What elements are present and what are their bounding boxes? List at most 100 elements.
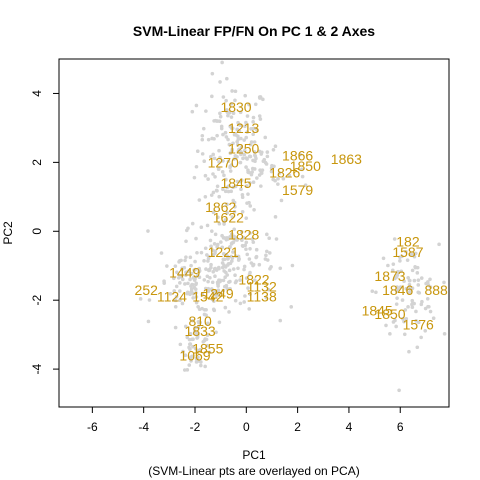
pca-point: [265, 154, 270, 159]
pca-point: [400, 254, 404, 259]
pca-point: [413, 251, 418, 256]
pca-point: [213, 232, 218, 237]
point-label: 1845: [362, 303, 393, 319]
pca-point: [230, 126, 235, 131]
pca-point: [241, 235, 246, 240]
pca-point: [225, 202, 229, 207]
pca-point: [213, 118, 218, 123]
pca-point: [270, 163, 274, 168]
pca-point: [239, 229, 244, 234]
pca-point: [391, 320, 396, 324]
pca-point: [232, 200, 237, 205]
pca-point: [162, 279, 166, 284]
pca-point: [188, 255, 193, 260]
pca-point: [420, 299, 424, 304]
pca-point: [194, 236, 198, 241]
pca-point: [218, 278, 223, 283]
pca-point: [251, 180, 256, 185]
pca-point: [278, 318, 283, 323]
pca-point: [236, 143, 240, 147]
pca-point: [231, 240, 236, 245]
pca-point: [208, 238, 213, 243]
pca-point: [209, 244, 213, 249]
pca-point: [211, 172, 215, 176]
point-label: 1830: [220, 99, 251, 115]
pca-point: [211, 269, 216, 274]
pca-point: [232, 209, 237, 214]
pca-point: [190, 354, 194, 359]
pca-point: [206, 279, 210, 284]
pca-point: [257, 95, 262, 99]
pca-point: [190, 318, 195, 323]
pca-point: [206, 289, 211, 294]
point-label: 1866: [282, 147, 313, 163]
pca-point: [193, 329, 197, 334]
pca-point: [414, 309, 418, 314]
pca-point: [184, 255, 188, 259]
pca-point: [423, 328, 428, 333]
pca-point: [228, 151, 233, 155]
pca-point: [138, 297, 143, 301]
pca-point: [407, 290, 412, 295]
pca-point: [216, 215, 220, 220]
pca-point: [196, 325, 201, 330]
pca-point: [174, 294, 179, 299]
pca-point: [442, 280, 446, 285]
pca-point: [248, 154, 253, 159]
pca-point: [217, 194, 222, 199]
pca-point: [194, 300, 199, 305]
pca-point: [263, 160, 268, 165]
pca-point: [189, 284, 193, 288]
pca-point: [173, 325, 178, 330]
pca-point: [191, 296, 195, 300]
pca-point: [233, 184, 238, 189]
pca-point: [223, 189, 228, 194]
pca-point: [248, 292, 252, 296]
pca-point: [247, 200, 251, 205]
pca-point: [181, 349, 185, 354]
pca-point: [298, 152, 302, 157]
pca-point: [242, 152, 247, 157]
pca-point: [172, 289, 177, 293]
pca-point: [393, 276, 397, 281]
pca-point: [201, 126, 206, 131]
pca-point: [190, 109, 195, 114]
pca-point: [211, 307, 216, 312]
pca-point: [240, 192, 245, 197]
point-label: 1845: [220, 175, 251, 191]
pca-point: [399, 269, 404, 274]
pca-point: [227, 110, 232, 115]
pca-point: [231, 111, 236, 116]
pca-point: [175, 270, 179, 275]
pca-point: [245, 130, 250, 134]
y-axis-label: PC2: [1, 221, 15, 245]
pca-point: [239, 187, 243, 191]
pca-point: [410, 286, 415, 290]
pca-point: [244, 120, 248, 125]
y-axis: -4 -2 0 2 4: [30, 90, 60, 374]
pca-point: [249, 261, 254, 265]
x-tick-label: 6: [397, 420, 404, 434]
pca-point: [189, 359, 193, 363]
x-axis-label: PC1: [242, 448, 266, 462]
y-tick-label: 2: [30, 159, 44, 166]
pca-point: [233, 204, 237, 209]
pca-point: [242, 300, 246, 304]
pca-point: [225, 257, 230, 261]
point-label: 1250: [228, 141, 259, 157]
point-label: 1249: [203, 285, 234, 301]
pca-point: [243, 93, 247, 98]
pca-point: [227, 310, 231, 314]
pca-point: [417, 320, 421, 325]
pca-point: [229, 115, 234, 119]
pca-point: [246, 286, 250, 290]
pca-point: [194, 164, 199, 169]
pca-point: [225, 108, 229, 112]
pca-point: [217, 320, 222, 325]
pca-point: [233, 89, 238, 94]
pca-point: [225, 254, 230, 258]
pca-point: [225, 273, 230, 277]
pca-point: [165, 264, 169, 268]
point-label: 1138: [247, 289, 277, 305]
pca-point: [219, 240, 223, 244]
